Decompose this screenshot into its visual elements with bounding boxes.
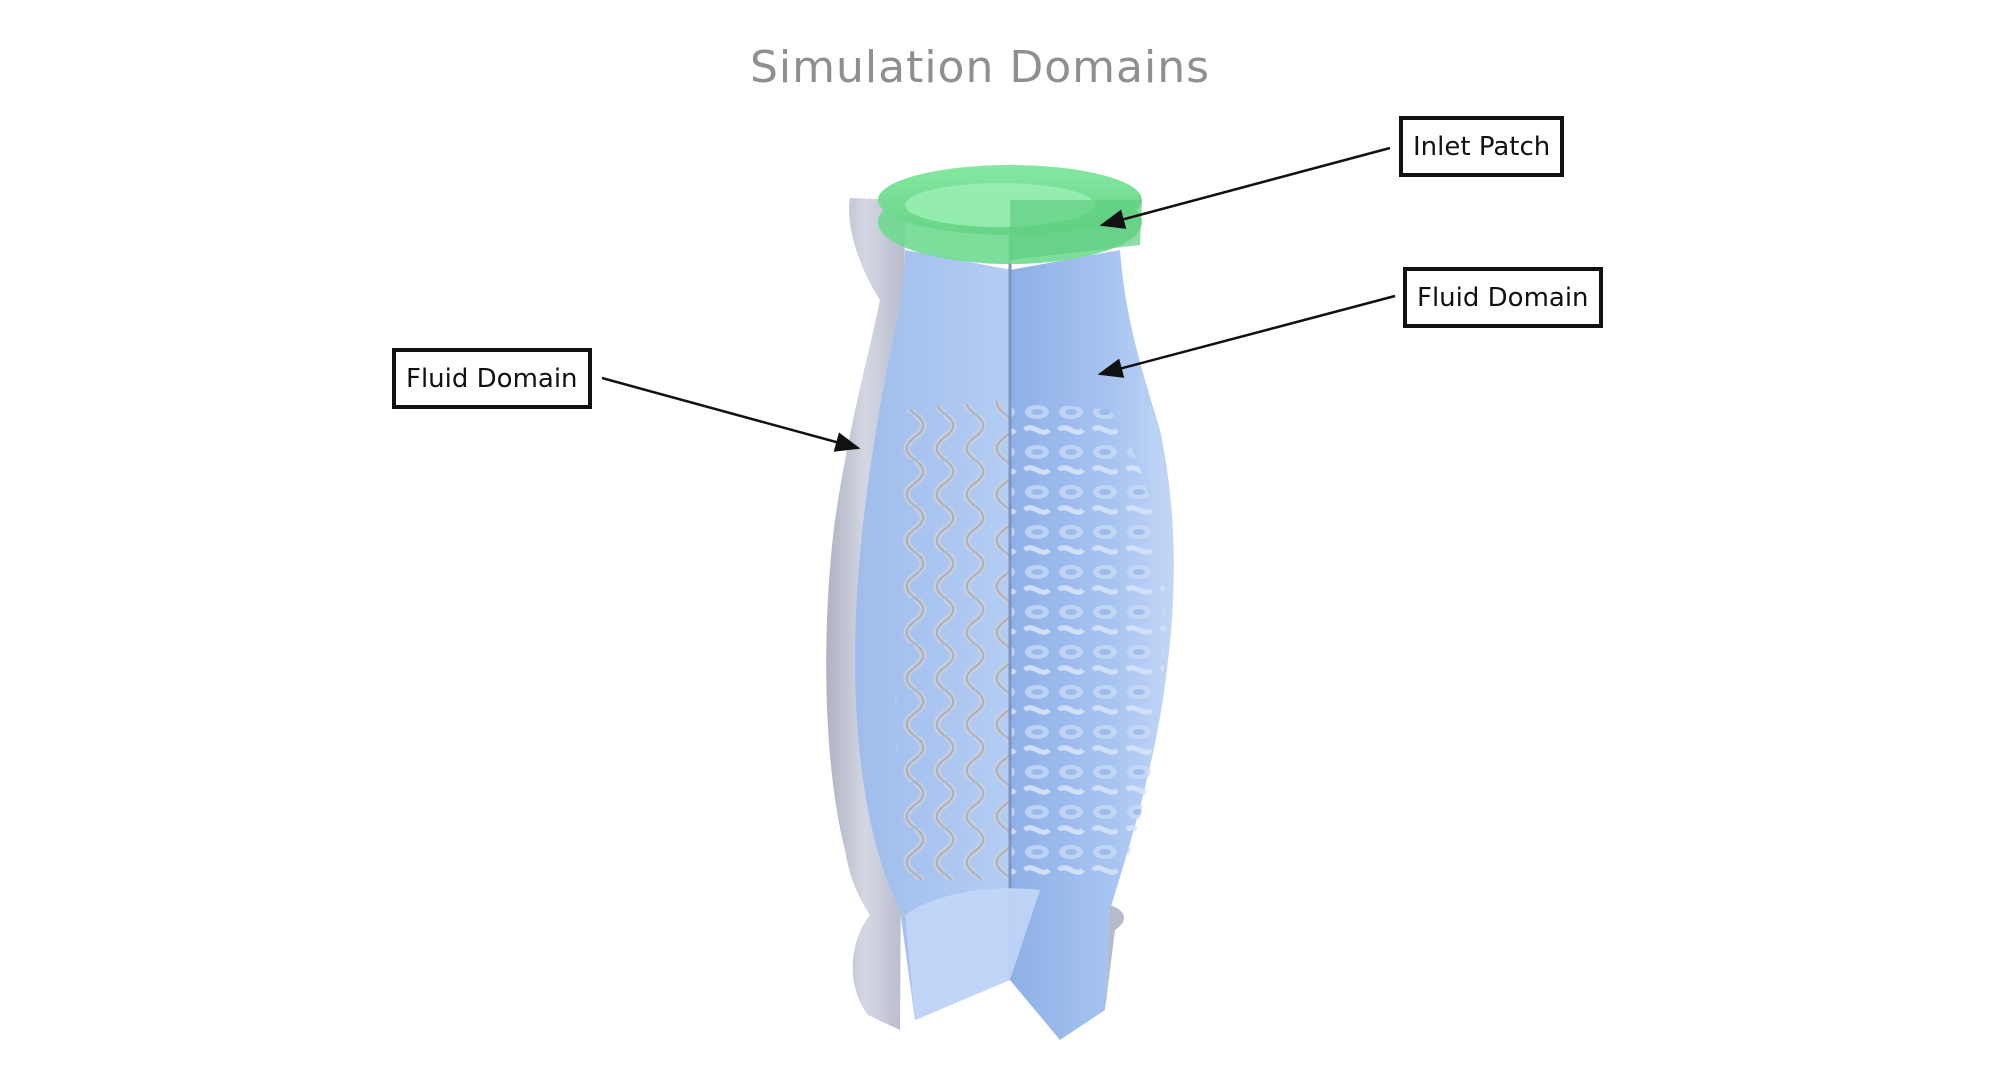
bottom-cut bbox=[905, 888, 1040, 1020]
fluid-domain-right-label: Fluid Domain bbox=[1403, 267, 1603, 328]
lattice-right bbox=[1010, 400, 1166, 880]
arrow-fluid-domain-left bbox=[601, 376, 861, 452]
inlet-patch-cut bbox=[1010, 200, 1142, 260]
arrow-inlet-patch bbox=[1099, 146, 1391, 229]
lattice-left bbox=[895, 400, 1010, 880]
inlet-patch-label: Inlet Patch bbox=[1399, 116, 1565, 177]
bottom-right-lip bbox=[1105, 905, 1125, 1010]
diagram-title: Simulation Domains bbox=[749, 42, 1211, 93]
fluid-domain-left-label: Fluid Domain bbox=[392, 348, 592, 409]
arrow-fluid-domain-right bbox=[1097, 294, 1396, 378]
